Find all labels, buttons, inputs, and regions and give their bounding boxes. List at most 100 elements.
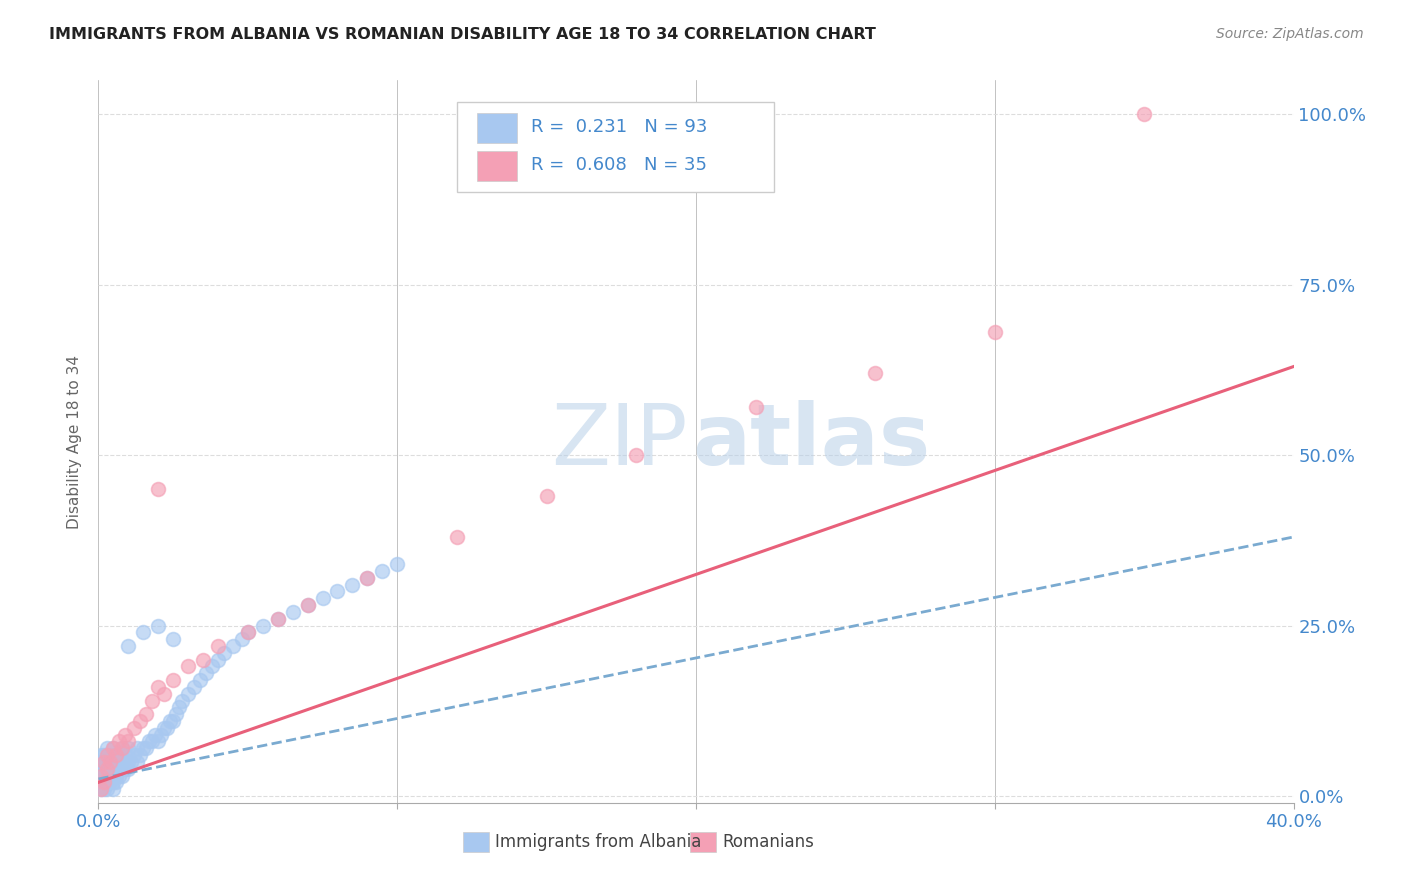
Point — [356, 571, 378, 585]
Point — [93, 775, 115, 789]
Point — [129, 748, 152, 763]
Point — [93, 755, 115, 769]
Point — [148, 618, 170, 632]
Point — [96, 748, 118, 763]
Point — [90, 768, 112, 782]
Point — [93, 768, 115, 782]
Point — [212, 646, 235, 660]
Point — [96, 762, 118, 776]
Point — [93, 755, 115, 769]
Text: Romanians: Romanians — [723, 833, 814, 851]
Point — [127, 741, 149, 756]
Point — [98, 755, 122, 769]
Point — [153, 721, 176, 735]
Point — [236, 625, 259, 640]
Text: IMMIGRANTS FROM ALBANIA VS ROMANIAN DISABILITY AGE 18 TO 34 CORRELATION CHART: IMMIGRANTS FROM ALBANIA VS ROMANIAN DISA… — [49, 27, 876, 42]
Point — [188, 673, 211, 687]
FancyBboxPatch shape — [690, 831, 716, 852]
Point — [536, 489, 558, 503]
Point — [252, 618, 274, 632]
Point — [183, 680, 205, 694]
Point — [162, 632, 184, 647]
Point — [162, 673, 184, 687]
Point — [191, 653, 214, 667]
Point — [117, 755, 139, 769]
Point — [103, 755, 125, 769]
Point — [148, 734, 170, 748]
Point — [153, 687, 176, 701]
Point — [90, 765, 112, 780]
Point — [93, 772, 115, 786]
Point — [90, 755, 112, 769]
Point — [105, 775, 128, 789]
Text: atlas: atlas — [692, 400, 931, 483]
Point — [114, 762, 136, 776]
Point — [281, 605, 304, 619]
Point — [311, 591, 333, 606]
Point — [124, 748, 146, 763]
Point — [326, 584, 349, 599]
Point — [297, 598, 319, 612]
Point — [98, 775, 122, 789]
Point — [93, 775, 115, 789]
Point — [135, 707, 157, 722]
Point — [93, 748, 115, 763]
Point — [162, 714, 184, 728]
FancyBboxPatch shape — [457, 102, 773, 193]
Point — [103, 775, 125, 789]
Point — [135, 741, 157, 756]
Point — [98, 755, 122, 769]
Point — [195, 666, 218, 681]
Point — [96, 741, 118, 756]
Point — [165, 707, 187, 722]
Point — [108, 768, 131, 782]
Point — [96, 775, 118, 789]
Point — [90, 782, 112, 797]
Point — [167, 700, 190, 714]
Point — [96, 748, 118, 763]
Point — [117, 741, 139, 756]
Point — [446, 530, 468, 544]
Point — [148, 680, 170, 694]
Point — [143, 728, 166, 742]
Point — [132, 741, 155, 756]
Point — [111, 768, 134, 782]
Point — [90, 782, 112, 797]
Point — [114, 748, 136, 763]
Point — [984, 326, 1007, 340]
Point — [222, 639, 245, 653]
Point — [267, 612, 290, 626]
Point — [342, 577, 364, 591]
Text: R =  0.231   N = 93: R = 0.231 N = 93 — [531, 119, 707, 136]
Point — [105, 748, 128, 763]
Point — [93, 782, 115, 797]
Point — [138, 734, 160, 748]
FancyBboxPatch shape — [463, 831, 489, 852]
Point — [90, 762, 112, 776]
Point — [103, 762, 125, 776]
Point — [141, 693, 163, 707]
Point — [120, 755, 142, 769]
Point — [371, 564, 394, 578]
Point — [111, 741, 134, 756]
Point — [93, 762, 115, 776]
Point — [207, 639, 229, 653]
Point — [93, 779, 115, 793]
Point — [103, 782, 125, 797]
Point — [108, 748, 131, 763]
Text: Source: ZipAtlas.com: Source: ZipAtlas.com — [1216, 27, 1364, 41]
Point — [172, 693, 194, 707]
Point — [90, 768, 112, 782]
Point — [117, 734, 139, 748]
Point — [114, 728, 136, 742]
Point — [111, 755, 134, 769]
Point — [111, 741, 134, 756]
Point — [129, 714, 152, 728]
Point — [105, 768, 128, 782]
Point — [96, 762, 118, 776]
Point — [117, 639, 139, 653]
Point — [124, 721, 146, 735]
Point — [103, 741, 125, 756]
Point — [177, 659, 200, 673]
Point — [90, 775, 112, 789]
